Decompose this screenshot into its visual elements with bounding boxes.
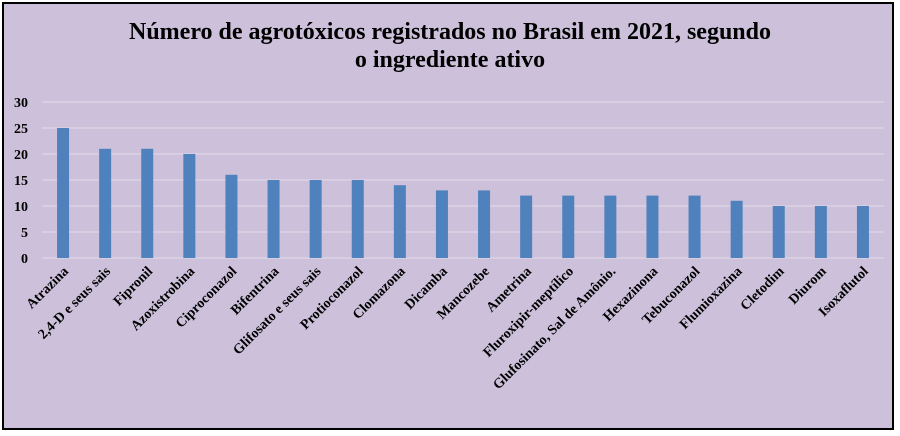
bar-2: [99, 148, 112, 258]
bar-8: [351, 180, 364, 258]
bar-11: [478, 190, 491, 258]
bar-4: [183, 154, 196, 258]
y-tick-label: 15: [14, 174, 28, 189]
bars: [57, 128, 869, 258]
y-tick-label: 0: [21, 252, 28, 267]
bar-15: [646, 195, 659, 258]
bar-3: [141, 148, 154, 258]
y-tick-label: 20: [14, 148, 28, 163]
chart-title-line-1: Número de agrotóxicos registrados no Bra…: [129, 19, 771, 45]
chart-title-line-2: o ingrediente ativo: [354, 47, 546, 73]
y-axis-ticks: 0 5 10 15 20 25 30: [14, 96, 28, 267]
x-category-label: Cletodim: [738, 264, 788, 314]
bar-7: [309, 180, 322, 258]
bar-5: [225, 174, 238, 258]
bar-1: [57, 128, 70, 258]
bar-19: [814, 206, 827, 258]
bar-12: [520, 195, 533, 258]
bar-13: [562, 195, 575, 258]
bar-17: [730, 200, 743, 258]
bar-16: [688, 195, 701, 258]
y-tick-label: 10: [14, 200, 28, 215]
bar-20: [856, 206, 869, 258]
y-tick-label: 25: [14, 122, 28, 137]
chart-frame: Número de agrotóxicos registrados no Bra…: [2, 2, 894, 430]
bar-18: [772, 206, 785, 258]
bar-10: [435, 190, 448, 258]
bar-9: [393, 185, 406, 258]
bar-6: [267, 180, 280, 258]
bar-14: [604, 195, 617, 258]
chart-title: Número de agrotóxicos registrados no Bra…: [4, 18, 896, 74]
gridlines: [42, 101, 884, 259]
x-category-label: 2,4-D e seus sais: [36, 264, 115, 343]
y-tick-label: 30: [14, 96, 28, 111]
y-tick-label: 5: [21, 226, 28, 241]
